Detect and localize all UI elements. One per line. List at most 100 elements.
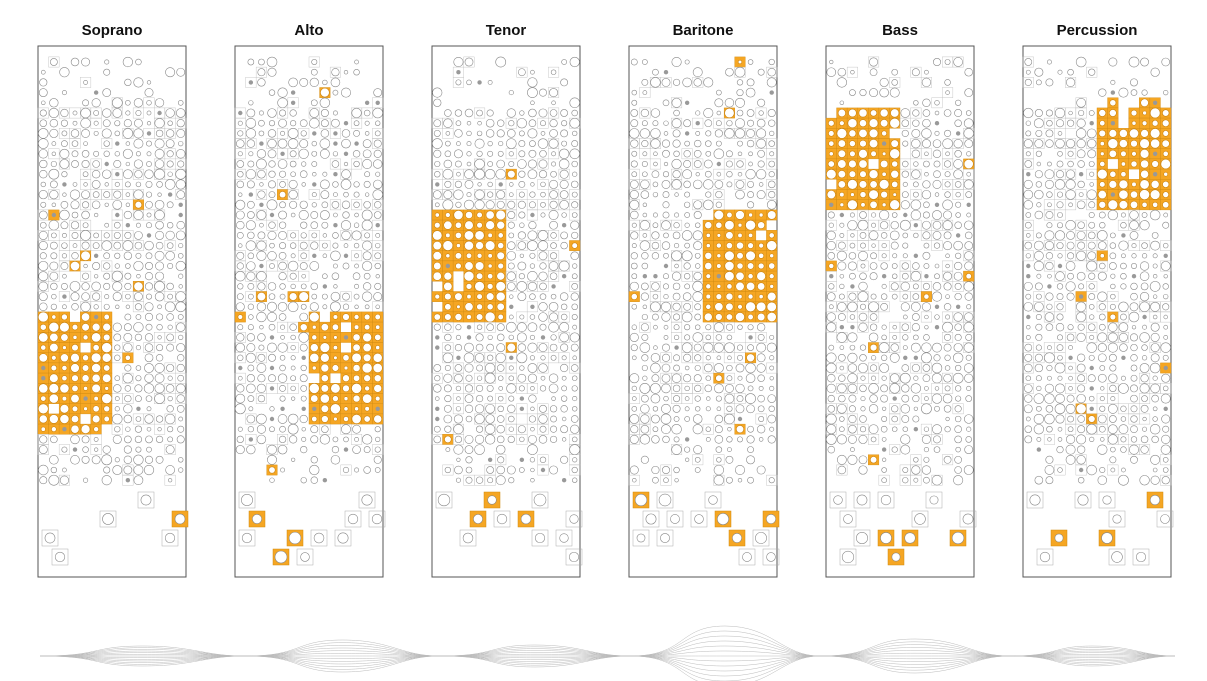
- cell: [351, 434, 363, 445]
- note: [1163, 242, 1169, 249]
- note: [279, 283, 286, 290]
- note: [268, 293, 276, 300]
- note: [50, 435, 58, 444]
- note: [454, 180, 463, 188]
- note: [363, 466, 371, 474]
- note: [154, 281, 165, 292]
- cell: [857, 260, 869, 272]
- note: [1142, 324, 1148, 330]
- cell: [1065, 383, 1077, 394]
- note: [375, 242, 381, 249]
- note: [82, 99, 90, 107]
- note: [549, 129, 558, 138]
- note: [70, 414, 80, 424]
- cell: [442, 189, 454, 200]
- note: [354, 59, 359, 65]
- cell: [681, 148, 693, 160]
- cell: [738, 548, 756, 566]
- note: [353, 181, 360, 188]
- cell: [1065, 413, 1077, 425]
- note: [572, 457, 578, 463]
- note: [955, 385, 962, 392]
- note: [549, 88, 559, 98]
- note: [561, 212, 567, 218]
- note: [922, 180, 931, 189]
- cell: [1117, 403, 1129, 415]
- dot: [248, 192, 254, 197]
- cell: [531, 529, 549, 547]
- note: [509, 294, 514, 299]
- note: [517, 200, 526, 209]
- note: [713, 148, 725, 160]
- note: [631, 150, 638, 157]
- note: [247, 58, 255, 66]
- note: [104, 202, 109, 207]
- cell: [1160, 383, 1172, 394]
- note: [256, 311, 267, 323]
- note: [650, 128, 661, 139]
- dot: [51, 212, 57, 218]
- cell: [1128, 403, 1140, 415]
- note: [570, 415, 579, 423]
- note: [38, 332, 49, 343]
- note: [154, 393, 165, 404]
- note: [237, 426, 243, 432]
- note: [923, 426, 930, 432]
- note: [1110, 232, 1116, 239]
- note: [769, 376, 774, 381]
- note: [445, 232, 451, 238]
- note: [1128, 311, 1140, 323]
- cell: [1128, 219, 1140, 231]
- cell: [745, 128, 757, 139]
- note: [757, 149, 765, 158]
- note: [1076, 393, 1086, 404]
- cell: [853, 529, 871, 547]
- note: [122, 240, 134, 251]
- note: [124, 354, 131, 361]
- note: [268, 221, 276, 229]
- cell: [1033, 301, 1045, 313]
- note: [558, 260, 570, 272]
- note: [1152, 253, 1158, 259]
- note: [1130, 425, 1138, 434]
- note: [1088, 304, 1095, 310]
- cell: [1065, 117, 1077, 129]
- dot: [466, 325, 472, 330]
- cell: [1022, 138, 1034, 149]
- note: [703, 312, 713, 322]
- note: [913, 100, 919, 106]
- note: [352, 272, 361, 280]
- note: [1140, 435, 1149, 444]
- note: [1089, 436, 1095, 443]
- wave-line: [819, 638, 1011, 657]
- note: [571, 109, 578, 117]
- note: [1057, 222, 1063, 229]
- note: [124, 364, 132, 372]
- note: [154, 209, 165, 221]
- note: [857, 362, 869, 374]
- note: [868, 128, 879, 139]
- note: [487, 334, 493, 340]
- note: [527, 322, 538, 333]
- note: [246, 200, 255, 209]
- note: [354, 467, 360, 473]
- note: [374, 467, 381, 473]
- note: [1057, 437, 1063, 442]
- note: [1130, 364, 1138, 372]
- dot: [829, 202, 834, 207]
- note: [487, 79, 493, 85]
- note: [847, 434, 857, 444]
- note: [332, 151, 339, 157]
- note: [714, 302, 724, 312]
- note: [673, 150, 680, 157]
- note: [102, 88, 112, 97]
- note: [290, 171, 296, 177]
- note: [114, 375, 121, 381]
- note: [290, 385, 296, 392]
- note: [91, 98, 101, 108]
- cell: [164, 240, 176, 251]
- dot: [1057, 263, 1063, 269]
- note: [1044, 383, 1055, 394]
- note: [332, 395, 339, 402]
- note: [167, 324, 173, 330]
